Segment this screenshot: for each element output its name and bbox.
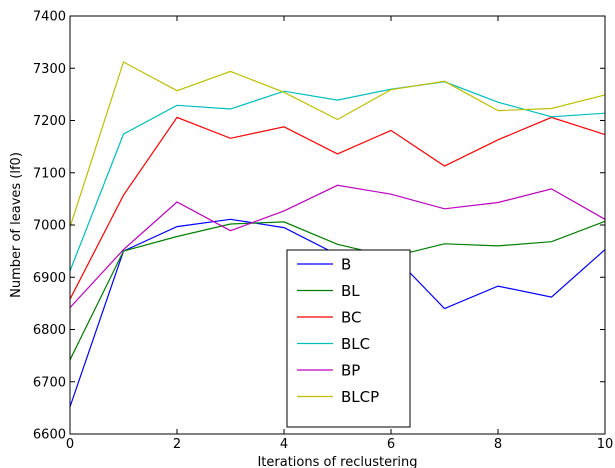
x-tick-label: 6 [387, 437, 395, 452]
axis-tick-labels: 0 2 4 6 8 10 6600 6700 6800 6900 7000 7100 7200 7300 7… [33, 10, 613, 453]
x-tick-label: 8 [494, 437, 502, 452]
x-tick-label: 0 [66, 437, 74, 452]
y-tick-label: 6700 [33, 375, 66, 390]
x-axis-label: Iterations of reclustering [257, 455, 417, 468]
legend-label-bp: BP [341, 362, 360, 380]
series-lines [69, 61, 606, 407]
y-tick-label: 7400 [33, 10, 66, 25]
axis-ticks [69, 15, 606, 435]
y-tick-label: 6900 [33, 271, 66, 286]
x-tick-label: 4 [280, 437, 288, 452]
legend-label-blc: BLC [341, 335, 370, 353]
y-tick-label: 7100 [33, 166, 66, 181]
legend-label-b: B [341, 256, 351, 274]
legend-box [286, 249, 411, 428]
y-axis-label: Number of leaves (lf0) [9, 152, 24, 298]
y-tick-label: 6600 [33, 428, 66, 443]
y-tick-label: 7000 [33, 219, 66, 234]
series-line-blcp [69, 61, 606, 228]
series-line-bl [69, 220, 606, 361]
legend-label-bc: BC [341, 309, 362, 327]
y-tick-label: 7300 [33, 62, 66, 77]
y-tick-label: 6800 [33, 323, 66, 338]
y-tick-label: 7200 [33, 114, 66, 129]
series-line-bc [69, 116, 606, 300]
series-line-blc [69, 81, 606, 272]
series-line-bp [69, 184, 606, 309]
legend-label-bl: BL [341, 282, 360, 300]
x-tick-label: 2 [173, 437, 181, 452]
legend-label-blcp: BLCP [341, 388, 379, 406]
legend: B BL BC BLC BP BLCP [286, 249, 411, 428]
x-tick-label: 10 [597, 437, 614, 452]
